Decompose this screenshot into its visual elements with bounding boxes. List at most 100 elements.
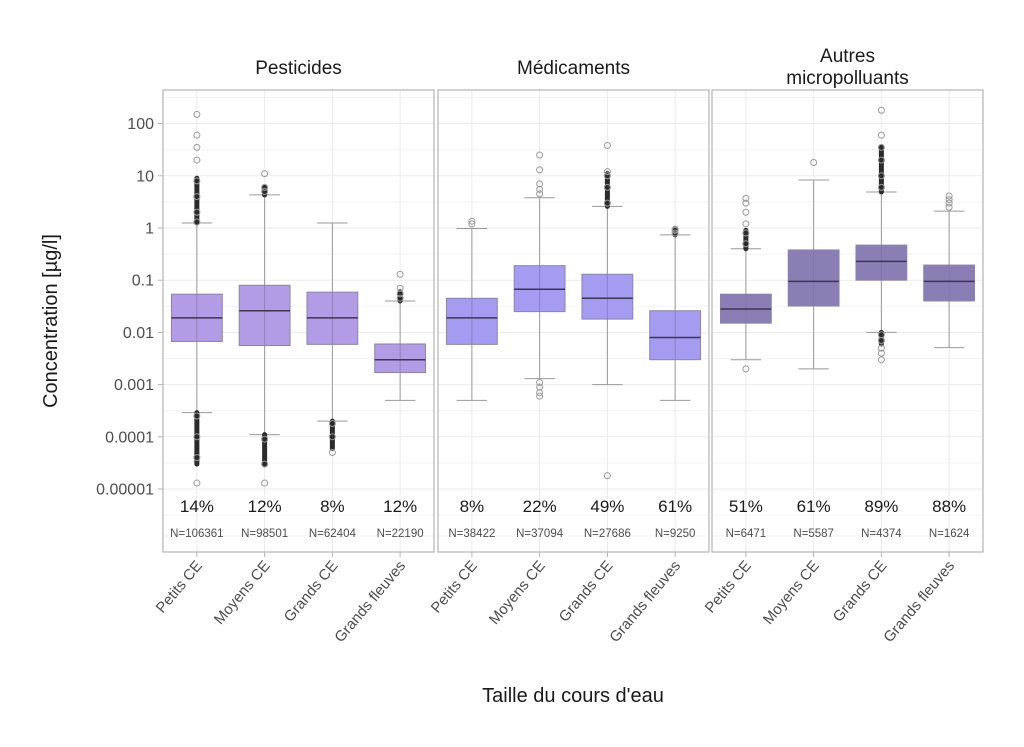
outlier-point <box>261 188 269 196</box>
outlier-point <box>877 106 885 114</box>
outlier-point <box>603 168 611 176</box>
box-petits-ce: 14% N=106361 <box>170 110 224 540</box>
outlier-point <box>603 172 611 180</box>
outlier-point <box>877 344 885 352</box>
x-tick-label: Petits CE <box>428 558 481 617</box>
n-label: N=106361 <box>170 528 223 540</box>
outlier-point <box>261 170 269 178</box>
n-label: N=98501 <box>241 528 288 540</box>
outlier-point <box>742 365 750 373</box>
outlier-point <box>877 349 885 357</box>
outlier-point <box>877 172 885 180</box>
x-tick-label: Petits CE <box>153 558 206 617</box>
outlier-point <box>193 131 201 139</box>
x-tick-label: Petits CE <box>702 558 755 617</box>
outlier-point <box>468 220 476 228</box>
percent-label: 12% <box>383 497 417 516</box>
outlier-point <box>877 356 885 364</box>
panel-title: Pesticides <box>255 58 342 79</box>
outlier-point <box>877 183 885 191</box>
percent-label: 8% <box>320 497 345 516</box>
y-tick-label: 10 <box>136 168 154 185</box>
x-tick-label: Grands CE <box>556 558 617 626</box>
outlier-point <box>193 479 201 487</box>
n-label: N=62404 <box>309 528 357 540</box>
outlier-point <box>261 460 269 468</box>
percent-label: 61% <box>797 497 831 516</box>
outlier-point <box>328 449 336 457</box>
outlier-point <box>536 392 544 400</box>
box-petits-ce: 8% N=38422 <box>445 217 498 540</box>
outlier-point <box>328 433 336 441</box>
percent-label: 49% <box>590 497 624 516</box>
x-tick-label: Moyens CE <box>211 558 274 628</box>
y-axis-title: Concentration [µg/l] <box>40 234 62 408</box>
n-label: N=37094 <box>516 528 564 540</box>
outlier-point <box>945 192 953 200</box>
outlier-point <box>193 433 201 441</box>
box-grands-fleuves: 61% N=9250 <box>649 225 702 540</box>
y-tick-label: 0.001 <box>114 377 154 394</box>
outlier-point <box>742 229 750 237</box>
outlier-point <box>945 203 953 211</box>
box-moyens-ce: 61% N=5587 <box>787 158 840 540</box>
n-label: N=9250 <box>655 528 696 540</box>
panel-title: micropolluants <box>786 68 909 89</box>
y-tick-label: 1 <box>145 221 154 238</box>
box-moyens-ce: 22% N=37094 <box>513 151 566 540</box>
outlier-point <box>945 196 953 204</box>
outlier-point <box>261 479 269 487</box>
outlier-point <box>261 435 269 443</box>
outlier-point <box>877 156 885 164</box>
panel-border <box>711 89 984 553</box>
outlier-point <box>810 158 818 166</box>
outlier-point <box>877 131 885 139</box>
outlier-point <box>396 290 404 298</box>
box-grands-fleuves: 12% N=22190 <box>374 270 427 540</box>
outlier-point <box>536 180 544 188</box>
n-label: N=1624 <box>929 528 970 540</box>
outlier-point <box>193 143 201 151</box>
outlier-point <box>742 199 750 207</box>
y-tick-label: 0.00001 <box>96 482 154 499</box>
outlier-point <box>742 194 750 202</box>
outlier-point <box>328 419 336 427</box>
outlier-point <box>742 208 750 216</box>
percent-label: 89% <box>864 497 898 516</box>
panel-title: Médicaments <box>517 58 630 79</box>
x-tick-label: Moyens CE <box>760 558 823 628</box>
x-tick-label: Moyens CE <box>486 558 549 628</box>
outlier-point <box>396 294 404 302</box>
y-axis: 100 10 1 0.1 0.01 0.001 0.0001 0.00001 <box>96 116 163 499</box>
box-grands-ce: 49% N=27686 <box>581 142 634 540</box>
panel-title: Autres <box>820 46 875 67</box>
outlier-point <box>468 217 476 225</box>
percent-label: 22% <box>523 497 557 516</box>
panel-border <box>162 89 435 553</box>
outlier-point <box>742 220 750 228</box>
outlier-point <box>261 183 269 191</box>
x-tick-label: Grands CE <box>281 558 342 626</box>
y-tick-label: 0.01 <box>123 325 154 342</box>
outlier-point <box>603 472 611 480</box>
y-tick-label: 0.1 <box>132 273 154 290</box>
n-label: N=27686 <box>584 528 631 540</box>
outlier-point <box>396 284 404 292</box>
outlier-point <box>742 240 750 248</box>
n-label: N=6471 <box>726 528 767 540</box>
outlier-point <box>877 143 885 151</box>
outlier-point <box>536 190 544 198</box>
outlier-point <box>671 229 679 237</box>
n-label: N=4374 <box>861 528 902 540</box>
outlier-point <box>536 166 544 174</box>
outlier-point <box>603 183 611 191</box>
n-label: N=22190 <box>377 528 424 540</box>
outlier-point <box>193 218 201 226</box>
outlier-point <box>877 336 885 344</box>
box-grands-ce: 89% N=4374 <box>855 106 908 540</box>
box-grands-ce: 8% N=62404 <box>306 222 359 540</box>
outlier-point <box>536 151 544 159</box>
percent-label: 88% <box>932 497 966 516</box>
percent-label: 61% <box>658 497 692 516</box>
